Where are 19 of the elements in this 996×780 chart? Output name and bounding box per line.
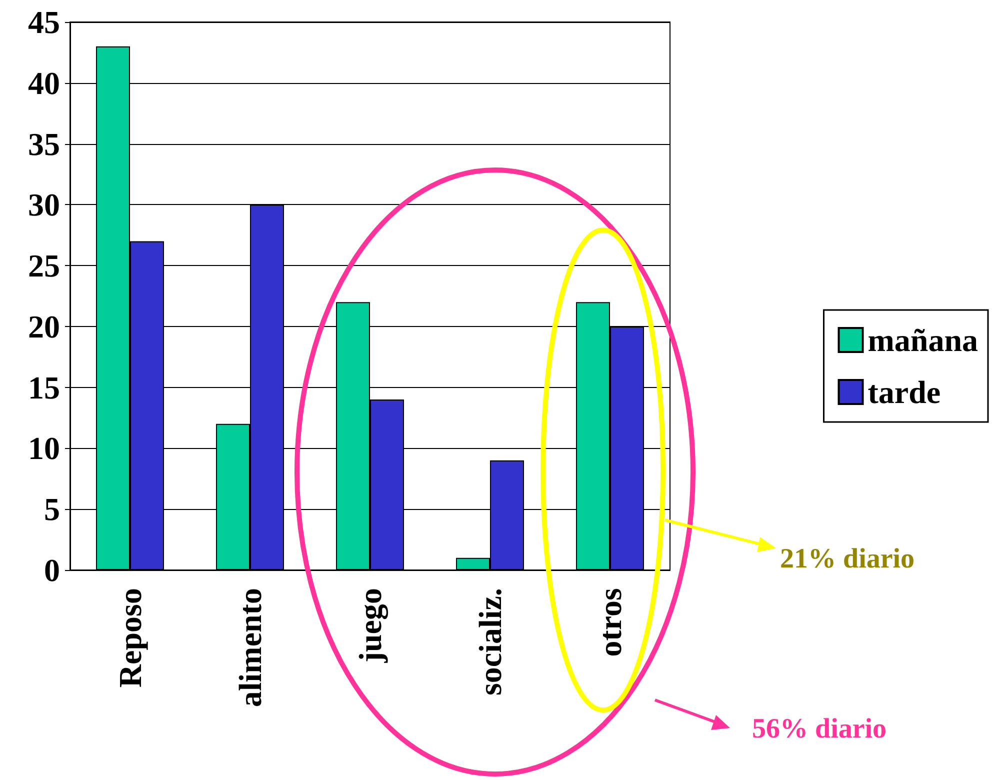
x-tick-label: Reposo — [112, 588, 148, 688]
legend-label: mañana — [868, 322, 978, 358]
y-tick-label: 5 — [44, 491, 60, 528]
y-tick-label: 40 — [28, 64, 60, 101]
x-tick-label: juego — [352, 588, 389, 664]
y-tick-label: 25 — [28, 248, 60, 284]
y-tick-label: 15 — [28, 369, 60, 406]
x-tick-label: alimento — [232, 588, 268, 708]
y-tick-label: 30 — [28, 186, 60, 223]
y-tick-label: 0 — [44, 552, 60, 588]
y-tick-label: 35 — [28, 126, 60, 162]
text: 56% diario — [752, 714, 887, 744]
x-tick-label: socializ. — [472, 588, 508, 696]
y-tick-label: 20 — [28, 308, 60, 344]
legend-label: tarde — [868, 374, 941, 410]
y-tick-label: 45 — [28, 4, 60, 40]
y-tick-label: 10 — [28, 430, 60, 466]
text: 21% diario — [780, 544, 915, 574]
x-tick-label: otros — [592, 588, 628, 657]
